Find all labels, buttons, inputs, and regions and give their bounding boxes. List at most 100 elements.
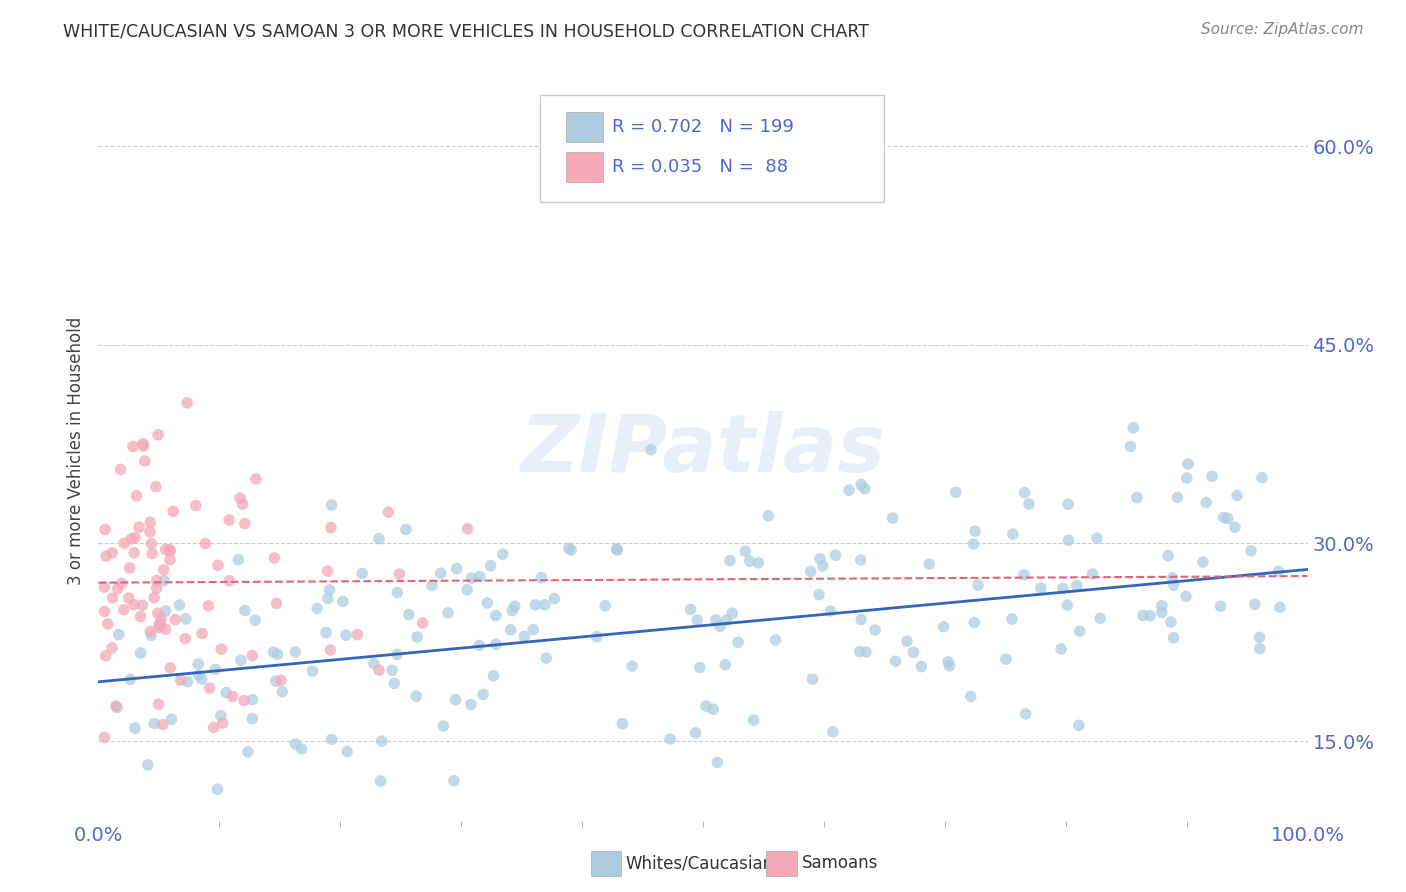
Point xyxy=(679,602,702,616)
Point xyxy=(709,619,731,633)
Point xyxy=(734,544,756,558)
Point xyxy=(240,648,263,663)
Point xyxy=(146,427,169,442)
Point xyxy=(863,623,886,637)
Point xyxy=(1240,543,1263,558)
Point xyxy=(336,745,359,759)
Point xyxy=(824,548,846,562)
Point xyxy=(145,582,167,596)
Point xyxy=(112,602,135,616)
Point xyxy=(143,591,166,605)
Point xyxy=(808,551,831,566)
Point xyxy=(1175,471,1198,485)
Point xyxy=(849,644,872,658)
Point xyxy=(513,629,536,643)
Point xyxy=(621,659,644,673)
Point xyxy=(240,712,263,726)
Point xyxy=(499,623,522,637)
Point xyxy=(1001,612,1024,626)
Point xyxy=(855,645,877,659)
Point xyxy=(536,651,558,665)
Point xyxy=(721,607,744,621)
Point xyxy=(718,554,741,568)
Point xyxy=(209,642,232,657)
Point xyxy=(1192,555,1215,569)
Point xyxy=(207,558,229,573)
Point xyxy=(851,477,873,491)
Point xyxy=(105,700,128,714)
Point xyxy=(530,571,553,585)
Point xyxy=(918,557,941,571)
Point xyxy=(132,437,155,451)
Text: Source: ZipAtlas.com: Source: ZipAtlas.com xyxy=(1201,22,1364,37)
Point xyxy=(145,574,167,588)
Point xyxy=(94,648,117,663)
Point xyxy=(318,582,340,597)
Point xyxy=(606,542,628,557)
Point xyxy=(420,578,443,592)
Point xyxy=(704,613,727,627)
Point xyxy=(194,536,217,550)
Point xyxy=(1150,599,1173,613)
Point xyxy=(491,547,513,561)
Point xyxy=(125,489,148,503)
Point xyxy=(716,613,738,627)
Point xyxy=(533,598,555,612)
Point xyxy=(243,613,266,627)
Point xyxy=(191,626,214,640)
Point xyxy=(1163,631,1185,645)
Point xyxy=(1160,615,1182,629)
Point xyxy=(232,497,254,511)
Point xyxy=(335,628,357,642)
FancyBboxPatch shape xyxy=(540,95,884,202)
Point xyxy=(270,673,292,688)
Point xyxy=(1249,630,1271,644)
Point xyxy=(149,616,172,631)
Point xyxy=(1067,718,1090,732)
Point xyxy=(965,524,987,538)
Point xyxy=(101,591,124,605)
Text: Samoans: Samoans xyxy=(801,855,877,872)
Point xyxy=(159,542,181,557)
Point xyxy=(1066,578,1088,592)
Point xyxy=(141,628,163,642)
Y-axis label: 3 or more Vehicles in Household: 3 or more Vehicles in Household xyxy=(67,317,86,584)
Point xyxy=(316,564,339,578)
Point xyxy=(406,630,429,644)
Point xyxy=(155,622,177,636)
Point xyxy=(1085,531,1108,545)
Point xyxy=(122,598,145,612)
Point xyxy=(346,628,368,642)
Point xyxy=(174,632,197,646)
Point xyxy=(1163,578,1185,592)
Point xyxy=(685,726,707,740)
Point xyxy=(120,532,142,546)
Point xyxy=(524,598,547,612)
Point xyxy=(134,454,156,468)
Point xyxy=(385,648,408,662)
Point xyxy=(686,613,709,627)
Point xyxy=(472,687,495,701)
Point xyxy=(169,673,191,687)
Point xyxy=(1012,567,1035,582)
Point xyxy=(1267,565,1289,579)
Point xyxy=(456,582,478,597)
Point xyxy=(218,513,240,527)
Point xyxy=(159,661,181,675)
Point xyxy=(221,690,243,704)
Point xyxy=(152,717,174,731)
Point xyxy=(558,541,581,556)
Text: R = 0.035   N =  88: R = 0.035 N = 88 xyxy=(613,158,789,176)
Point xyxy=(1056,598,1078,612)
Point xyxy=(150,612,173,626)
Point xyxy=(838,483,860,498)
Point xyxy=(543,591,565,606)
Point xyxy=(155,604,177,618)
Point xyxy=(811,558,834,573)
FancyBboxPatch shape xyxy=(567,153,603,182)
Point xyxy=(936,655,959,669)
Point xyxy=(112,536,135,550)
Point xyxy=(606,541,628,556)
Point xyxy=(1119,439,1142,453)
Point xyxy=(398,607,420,622)
